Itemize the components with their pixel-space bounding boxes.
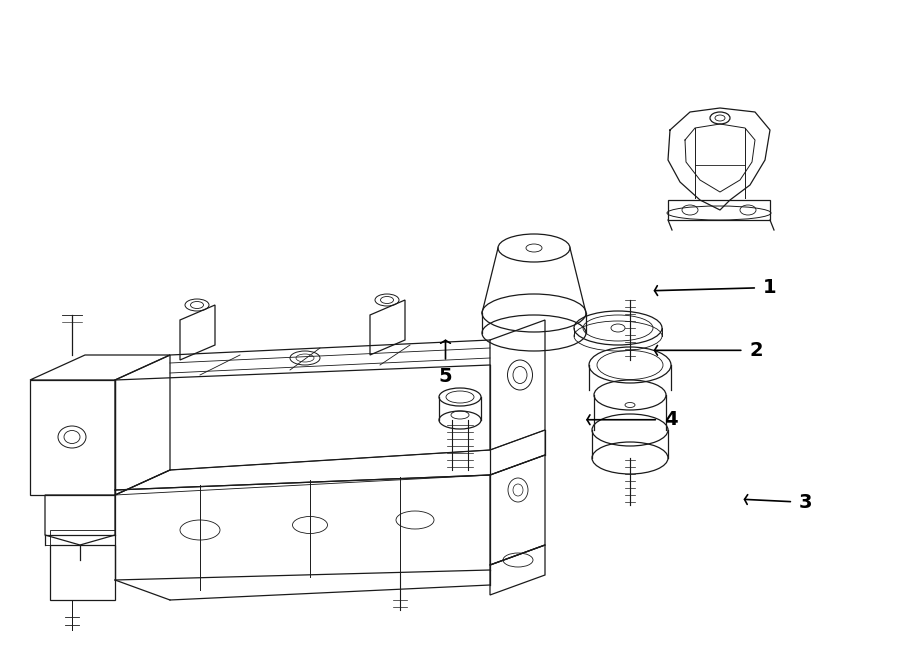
- Text: 3: 3: [744, 493, 812, 512]
- Text: 1: 1: [654, 278, 777, 297]
- Text: 4: 4: [587, 410, 678, 429]
- Text: 2: 2: [654, 341, 763, 360]
- Text: 5: 5: [438, 340, 453, 386]
